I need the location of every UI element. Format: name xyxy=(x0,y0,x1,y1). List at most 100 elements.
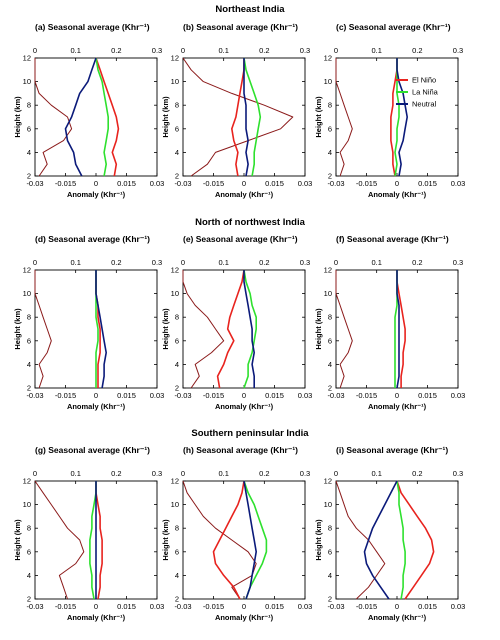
section-title: North of northwest India xyxy=(195,217,305,228)
panel-label: (c) Seasonal average (Khr⁻¹) xyxy=(336,22,451,32)
bottom-tick-label: 0 xyxy=(94,391,98,400)
series-line-la-nina xyxy=(89,481,97,600)
bottom-tick-label: 0.03 xyxy=(150,602,165,611)
bottom-tick-label: 0.03 xyxy=(298,391,313,400)
top-tick-label: 0.1 xyxy=(70,46,80,55)
series-line-el-nino xyxy=(390,58,398,177)
y-tick-label: 12 xyxy=(324,266,332,275)
top-tick-label: 0.3 xyxy=(453,469,463,478)
y-tick-label: 4 xyxy=(328,148,332,157)
y-tick-label: 6 xyxy=(27,336,31,345)
plot-frame xyxy=(34,57,158,177)
bottom-tick-label: 0.015 xyxy=(117,391,136,400)
bottom-tick-label: 0.03 xyxy=(451,179,466,188)
y-tick-label: 2 xyxy=(27,172,31,181)
y-tick-label: 8 xyxy=(175,313,179,322)
y-axis-label: Height (km) xyxy=(161,96,170,138)
y-tick-label: 12 xyxy=(171,54,179,63)
series-line-neutral xyxy=(396,58,409,177)
series-line-seasonal xyxy=(34,270,52,389)
top-tick-label: 0.2 xyxy=(111,469,121,478)
bottom-tick-label: 0 xyxy=(395,602,399,611)
bottom-tick-label: 0.03 xyxy=(451,391,466,400)
top-tick-label: 0 xyxy=(334,46,338,55)
bottom-axis-label: Anomaly (Khr⁻¹) xyxy=(368,190,427,199)
y-tick-label: 6 xyxy=(328,124,332,133)
panel-label: (b) Seasonal average (Khr⁻¹) xyxy=(183,22,298,32)
bottom-tick-label: -0.015 xyxy=(55,179,76,188)
y-tick-label: 10 xyxy=(171,289,179,298)
y-tick-label: 6 xyxy=(175,336,179,345)
bottom-tick-label: 0 xyxy=(395,179,399,188)
y-tick-label: 10 xyxy=(324,289,332,298)
y-tick-label: 4 xyxy=(27,360,31,369)
top-tick-label: 0.1 xyxy=(218,469,228,478)
bottom-tick-label: 0.015 xyxy=(117,602,136,611)
top-tick-label: 0.1 xyxy=(218,46,228,55)
top-tick-label: 0.3 xyxy=(152,469,162,478)
y-tick-label: 4 xyxy=(328,360,332,369)
top-tick-label: 0.2 xyxy=(259,469,269,478)
bottom-axis-label: Anomaly (Khr⁻¹) xyxy=(67,613,126,622)
series-line-seasonal xyxy=(182,480,257,600)
y-tick-label: 6 xyxy=(328,336,332,345)
bottom-tick-label: 0 xyxy=(94,602,98,611)
top-tick-label: 0.1 xyxy=(70,469,80,478)
y-tick-label: 2 xyxy=(27,384,31,393)
top-tick-label: 0 xyxy=(181,46,185,55)
series-line-neutral xyxy=(396,270,400,389)
y-tick-label: 4 xyxy=(175,148,179,157)
y-tick-label: 4 xyxy=(27,148,31,157)
series-line-neutral xyxy=(243,270,255,388)
top-tick-label: 0.3 xyxy=(152,258,162,267)
top-tick-label: 0 xyxy=(33,258,37,267)
bottom-tick-label: 0 xyxy=(242,602,246,611)
y-tick-label: 12 xyxy=(324,54,332,63)
bottom-tick-label: -0.015 xyxy=(55,602,76,611)
panel-label: (d) Seasonal average (Khr⁻¹) xyxy=(35,234,150,244)
bottom-axis-label: Anomaly (Khr⁻¹) xyxy=(215,613,274,622)
top-tick-label: 0.1 xyxy=(218,258,228,267)
series-line-neutral xyxy=(363,480,398,600)
y-tick-label: 8 xyxy=(27,101,31,110)
bottom-tick-label: -0.015 xyxy=(55,391,76,400)
y-tick-label: 12 xyxy=(23,54,31,63)
series-line-neutral xyxy=(243,480,258,600)
y-tick-label: 6 xyxy=(175,124,179,133)
bottom-tick-label: 0.015 xyxy=(117,179,136,188)
series-line-el-nino xyxy=(396,270,406,388)
y-tick-label: 12 xyxy=(23,266,31,275)
legend-label: Neutral xyxy=(412,100,437,109)
y-tick-label: 8 xyxy=(27,524,31,533)
panel-label: (e) Seasonal average (Khr⁻¹) xyxy=(183,234,298,244)
series-line-el-nino xyxy=(216,269,245,389)
legend-label: La Niña xyxy=(412,88,439,97)
panel-label: (h) Seasonal average (Khr⁻¹) xyxy=(183,445,298,455)
y-axis-label: Height (km) xyxy=(13,96,22,138)
y-tick-label: 4 xyxy=(175,571,179,580)
bottom-tick-label: -0.015 xyxy=(356,391,377,400)
y-tick-label: 10 xyxy=(23,77,31,86)
top-tick-label: 0 xyxy=(181,469,185,478)
y-axis-label: Height (km) xyxy=(314,96,323,138)
y-tick-label: 10 xyxy=(324,77,332,86)
top-tick-label: 0 xyxy=(33,46,37,55)
y-axis-label: Height (km) xyxy=(13,308,22,350)
bottom-tick-label: 0 xyxy=(242,391,246,400)
bottom-tick-label: -0.03 xyxy=(26,179,43,188)
panel-label: (f) Seasonal average (Khr⁻¹) xyxy=(336,234,449,244)
series-line-el-nino xyxy=(231,58,245,177)
series-line-seasonal xyxy=(335,270,353,389)
bottom-tick-label: -0.03 xyxy=(174,179,191,188)
legend-label: El Niño xyxy=(412,76,436,85)
series-line-seasonal xyxy=(34,58,73,177)
series-line-seasonal xyxy=(182,270,225,389)
bottom-tick-label: -0.03 xyxy=(26,391,43,400)
bottom-tick-label: -0.03 xyxy=(327,179,344,188)
top-tick-label: 0.1 xyxy=(70,258,80,267)
panel-label: (a) Seasonal average (Khr⁻¹) xyxy=(35,22,150,32)
y-tick-label: 10 xyxy=(324,500,332,509)
plot-frame xyxy=(182,480,306,600)
bottom-tick-label: 0.03 xyxy=(298,179,313,188)
series-line-la-nina xyxy=(396,480,406,600)
